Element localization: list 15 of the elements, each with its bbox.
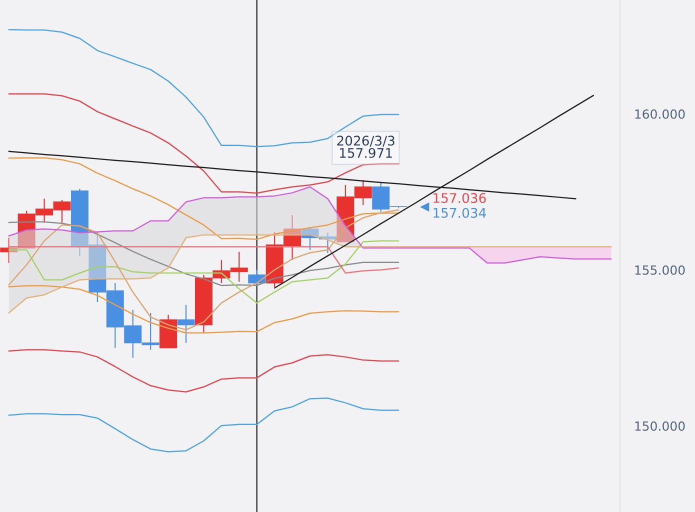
annotation: 157.036 bbox=[434, 193, 486, 203]
candlestick bbox=[177, 304, 195, 344]
line-series bbox=[8, 29, 400, 148]
line-series bbox=[8, 221, 400, 286]
y-tick-label: 160.000 bbox=[635, 109, 685, 119]
annotation: 2026/3/3 157.971 bbox=[337, 136, 394, 158]
y-tick-label: 150.000 bbox=[635, 421, 685, 431]
annotation: 157.034 bbox=[434, 208, 486, 218]
line-series bbox=[8, 285, 400, 334]
line-series bbox=[8, 397, 400, 452]
candlestick bbox=[372, 182, 390, 212]
line-series bbox=[8, 186, 612, 264]
line-series bbox=[8, 93, 400, 194]
y-tick-label: 155.000 bbox=[635, 265, 685, 275]
line-series bbox=[8, 349, 400, 393]
